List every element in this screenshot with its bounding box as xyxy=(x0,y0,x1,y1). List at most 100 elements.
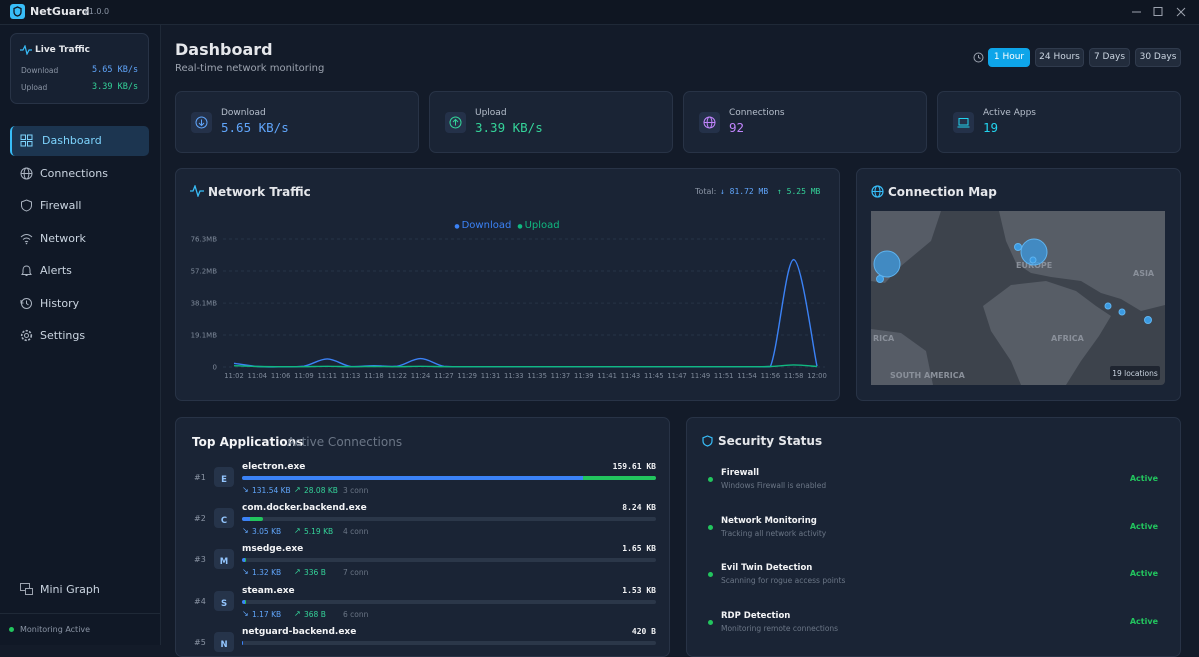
app-bar-track xyxy=(242,558,656,563)
x-tick-label: 11:47 xyxy=(667,372,687,380)
security-title: Security Status xyxy=(718,434,823,448)
nav-label: Settings xyxy=(40,329,86,342)
total-upload: ↑ 5.25 MB xyxy=(777,187,821,196)
mini-graph-icon xyxy=(20,583,33,595)
x-tick-label: 11:43 xyxy=(621,372,641,380)
time-range-button[interactable]: 7 Days xyxy=(1089,48,1130,67)
nav-icon xyxy=(20,233,33,244)
stat-glyph xyxy=(195,116,208,129)
time-range-button[interactable]: 1 Hour xyxy=(988,48,1030,67)
stat-glyph xyxy=(703,116,716,129)
nav-item[interactable]: Settings xyxy=(10,321,149,351)
y-tick-label: 0 xyxy=(213,364,217,372)
x-tick-label: 11:35 xyxy=(527,372,547,380)
nav-icon xyxy=(20,297,32,309)
nav-label: Firewall xyxy=(40,199,82,212)
app-icon: N xyxy=(214,631,234,652)
location-bubble[interactable] xyxy=(1020,238,1048,266)
stat-icon xyxy=(953,112,974,133)
nav-item[interactable]: Firewall xyxy=(10,191,149,221)
location-bubble[interactable] xyxy=(1118,308,1126,316)
app-bar-download xyxy=(242,558,246,563)
stat-value: 19 xyxy=(983,120,999,135)
window-controls[interactable] xyxy=(1128,4,1190,19)
locations-count: 19 locations xyxy=(1112,369,1158,378)
divider xyxy=(0,613,160,614)
status-dot xyxy=(708,619,713,625)
x-tick-label: 11:04 xyxy=(248,372,268,380)
security-item-status: Active xyxy=(1129,616,1158,626)
legend-label[interactable]: Upload xyxy=(525,220,560,231)
tab[interactable]: Active Connections xyxy=(287,435,403,449)
stat-card xyxy=(175,91,419,153)
app-initial: M xyxy=(219,557,229,568)
app-download: 1.17 KB xyxy=(252,609,282,619)
x-tick-label: 11:33 xyxy=(504,372,524,380)
tab[interactable]: Top Applications xyxy=(192,435,304,449)
location-bubble[interactable] xyxy=(1144,316,1152,324)
app-bar-track xyxy=(242,640,656,645)
nav-label: Network xyxy=(40,231,86,245)
live-label: Download xyxy=(21,66,59,75)
x-tick-label: 11:54 xyxy=(737,372,757,380)
x-tick-label: 11:02 xyxy=(224,372,244,380)
app-connections: 3 conn xyxy=(343,486,369,495)
nav-item[interactable]: History xyxy=(10,289,149,319)
series-line xyxy=(233,258,818,368)
map-label: SOUTH AMERICA xyxy=(890,371,966,380)
status-dot xyxy=(708,524,713,530)
down-arrow: ↘ xyxy=(242,608,249,618)
x-tick-label: 11:29 xyxy=(457,372,477,380)
live-traffic-title: Live Traffic xyxy=(35,45,90,55)
location-bubble[interactable] xyxy=(876,275,884,283)
clock-icon xyxy=(973,52,984,63)
app-bar-upload xyxy=(245,599,246,604)
mini-graph-button[interactable]: Mini Graph xyxy=(40,583,100,596)
security-item-desc: Monitoring remote connections xyxy=(721,623,839,633)
stat-card xyxy=(683,91,927,153)
app-bar-upload xyxy=(245,558,247,563)
up-arrow: ↗ xyxy=(294,567,301,577)
app-name: com.docker.backend.exe xyxy=(242,503,367,514)
stat-label: Download xyxy=(221,108,266,118)
map-label: ASIA xyxy=(1133,269,1155,278)
world-map: EUROPE ASIA AFRICA SOUTH AMERICA RICA 19… xyxy=(871,211,1165,385)
stat-icon xyxy=(699,112,720,133)
legend-label[interactable]: Download xyxy=(462,220,512,231)
app-initial: E xyxy=(221,475,227,485)
app-initial: C xyxy=(220,516,228,527)
status-dot xyxy=(9,627,14,632)
app-total: 159.61 KB xyxy=(612,462,656,471)
map-label: RICA xyxy=(873,334,895,343)
x-tick-label: 11:37 xyxy=(551,372,571,380)
security-item-title: RDP Detection xyxy=(721,610,791,621)
security-item-desc: Tracking all network activity xyxy=(721,528,827,538)
app-bar-upload xyxy=(249,517,264,522)
pulse-icon xyxy=(20,45,32,55)
nav-item[interactable]: Connections xyxy=(10,159,149,189)
location-bubble[interactable] xyxy=(873,250,901,278)
location-bubble[interactable] xyxy=(1014,243,1022,251)
location-bubble[interactable] xyxy=(1029,256,1037,264)
up-arrow: ↗ xyxy=(294,485,301,494)
app-upload: 368 B xyxy=(304,609,326,619)
nav-item[interactable]: Dashboard xyxy=(10,126,149,156)
live-traffic-card xyxy=(10,33,149,104)
x-tick-label: 11:11 xyxy=(317,372,337,380)
nav-item[interactable]: Alerts xyxy=(10,256,149,286)
time-range-button[interactable]: 24 Hours xyxy=(1035,48,1084,67)
app-logo xyxy=(10,4,25,19)
nav-label: Connections xyxy=(40,166,108,180)
y-tick-label: 57.2MB xyxy=(191,268,218,276)
nav-item[interactable]: Network xyxy=(10,224,149,254)
series-line xyxy=(233,364,818,368)
location-bubble[interactable] xyxy=(1104,302,1112,310)
y-tick-label: 38.1MB xyxy=(191,300,218,308)
app-name: msedge.exe xyxy=(242,544,304,555)
app-bar-track xyxy=(242,517,656,522)
x-tick-label: 12:00 xyxy=(807,372,827,380)
down-arrow: ↘ xyxy=(242,567,249,577)
time-range-button[interactable]: 30 Days xyxy=(1135,48,1181,67)
